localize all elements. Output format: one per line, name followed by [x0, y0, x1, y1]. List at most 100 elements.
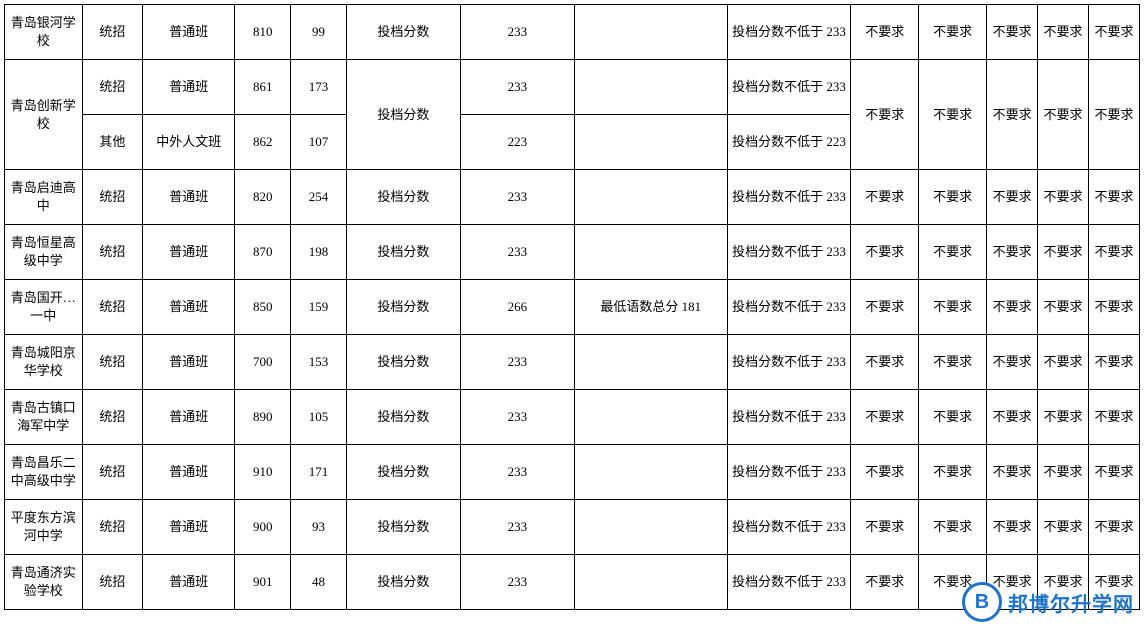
table-cell: 普通班 — [143, 60, 235, 115]
table-cell — [574, 445, 727, 500]
table-cell: 投档分数 — [346, 445, 460, 500]
table-cell: 不要求 — [919, 390, 987, 445]
table-cell: 不要求 — [919, 335, 987, 390]
table-cell: 223 — [460, 115, 574, 170]
table-cell: 不要求 — [851, 500, 919, 555]
table-cell: 862 — [235, 115, 291, 170]
table-cell: 不要求 — [987, 335, 1038, 390]
table-cell: 159 — [291, 280, 347, 335]
table-row: 青岛古镇口海军中学统招普通班890105投档分数233投档分数不低于 233不要… — [5, 390, 1140, 445]
table-cell: 投档分数不低于 233 — [727, 280, 851, 335]
table-cell: 统招 — [82, 335, 143, 390]
table-cell: 统招 — [82, 60, 143, 115]
table-cell — [574, 170, 727, 225]
table-cell: 青岛恒星高级中学 — [5, 225, 83, 280]
table-cell: 233 — [460, 555, 574, 610]
table-cell: 不要求 — [1088, 335, 1139, 390]
table-cell: 其他 — [82, 115, 143, 170]
table-cell: 投档分数不低于 233 — [727, 390, 851, 445]
table-cell: 910 — [235, 445, 291, 500]
table-cell: 青岛银河学校 — [5, 5, 83, 60]
table-cell — [574, 500, 727, 555]
table-cell: 投档分数 — [346, 555, 460, 610]
table-cell: 不要求 — [851, 555, 919, 610]
table-cell: 820 — [235, 170, 291, 225]
table-cell: 233 — [460, 225, 574, 280]
table-cell: 普通班 — [143, 445, 235, 500]
table-row: 青岛启迪高中统招普通班820254投档分数233投档分数不低于 233不要求不要… — [5, 170, 1140, 225]
table-cell: 不要求 — [851, 225, 919, 280]
table-cell: 普通班 — [143, 225, 235, 280]
table-cell: 投档分数 — [346, 390, 460, 445]
table-cell: 投档分数 — [346, 500, 460, 555]
table-cell: 890 — [235, 390, 291, 445]
table-cell: 青岛创新学校 — [5, 60, 83, 170]
table-cell: 投档分数不低于 233 — [727, 445, 851, 500]
table-cell: 投档分数 — [346, 5, 460, 60]
table-cell: 900 — [235, 500, 291, 555]
table-cell: 不要求 — [987, 225, 1038, 280]
table-cell: 不要求 — [1088, 500, 1139, 555]
table-cell: 不要求 — [987, 555, 1038, 610]
table-body: 青岛银河学校统招普通班81099投档分数233投档分数不低于 233不要求不要求… — [5, 5, 1140, 610]
admissions-table: 青岛银河学校统招普通班81099投档分数233投档分数不低于 233不要求不要求… — [4, 4, 1140, 610]
table-cell: 青岛城阳京华学校 — [5, 335, 83, 390]
table-cell: 青岛通济实验学校 — [5, 555, 83, 610]
table-cell: 810 — [235, 5, 291, 60]
table-cell: 不要求 — [851, 5, 919, 60]
table-cell: 不要求 — [919, 500, 987, 555]
table-cell: 投档分数不低于 233 — [727, 335, 851, 390]
table-cell: 不要求 — [1038, 225, 1089, 280]
table-cell: 173 — [291, 60, 347, 115]
table-cell: 233 — [460, 335, 574, 390]
table-cell: 不要求 — [1038, 5, 1089, 60]
table-cell: 不要求 — [851, 60, 919, 170]
table-cell — [574, 5, 727, 60]
table-cell — [574, 60, 727, 115]
table-cell: 最低语数总分 181 — [574, 280, 727, 335]
table-cell: 不要求 — [851, 390, 919, 445]
table-cell: 投档分数不低于 233 — [727, 555, 851, 610]
table-cell: 普通班 — [143, 170, 235, 225]
table-cell: 投档分数不低于 233 — [727, 500, 851, 555]
table-cell: 不要求 — [987, 500, 1038, 555]
table-cell: 不要求 — [987, 170, 1038, 225]
table-row: 青岛昌乐二中高级中学统招普通班910171投档分数233投档分数不低于 233不… — [5, 445, 1140, 500]
table-cell: 不要求 — [851, 335, 919, 390]
table-cell: 不要求 — [919, 555, 987, 610]
table-cell: 统招 — [82, 225, 143, 280]
table-cell: 233 — [460, 5, 574, 60]
table-cell: 不要求 — [1088, 225, 1139, 280]
table-cell: 不要求 — [1088, 390, 1139, 445]
table-cell: 不要求 — [1088, 170, 1139, 225]
table-cell: 不要求 — [987, 280, 1038, 335]
table-cell — [574, 390, 727, 445]
table-cell: 投档分数不低于 233 — [727, 225, 851, 280]
table-cell: 99 — [291, 5, 347, 60]
table-cell: 投档分数 — [346, 225, 460, 280]
table-cell: 不要求 — [1088, 555, 1139, 610]
table-row: 平度东方滨河中学统招普通班90093投档分数233投档分数不低于 233不要求不… — [5, 500, 1140, 555]
table-cell: 48 — [291, 555, 347, 610]
table-row: 青岛恒星高级中学统招普通班870198投档分数233投档分数不低于 233不要求… — [5, 225, 1140, 280]
table-cell: 统招 — [82, 555, 143, 610]
table-cell: 投档分数不低于 233 — [727, 60, 851, 115]
table-cell: 青岛昌乐二中高级中学 — [5, 445, 83, 500]
table-cell: 不要求 — [919, 445, 987, 500]
table-cell: 不要求 — [1088, 445, 1139, 500]
table-cell — [574, 115, 727, 170]
table-cell: 普通班 — [143, 335, 235, 390]
table-cell: 不要求 — [919, 5, 987, 60]
table-cell: 统招 — [82, 390, 143, 445]
table-cell: 不要求 — [987, 390, 1038, 445]
table-cell: 901 — [235, 555, 291, 610]
table-cell: 不要求 — [1038, 390, 1089, 445]
table-cell: 233 — [460, 390, 574, 445]
table-cell: 投档分数不低于 233 — [727, 170, 851, 225]
table-cell: 投档分数 — [346, 60, 460, 170]
table-cell: 青岛古镇口海军中学 — [5, 390, 83, 445]
table-cell: 153 — [291, 335, 347, 390]
table-cell: 投档分数 — [346, 170, 460, 225]
table-cell: 不要求 — [1038, 170, 1089, 225]
table-cell: 统招 — [82, 170, 143, 225]
